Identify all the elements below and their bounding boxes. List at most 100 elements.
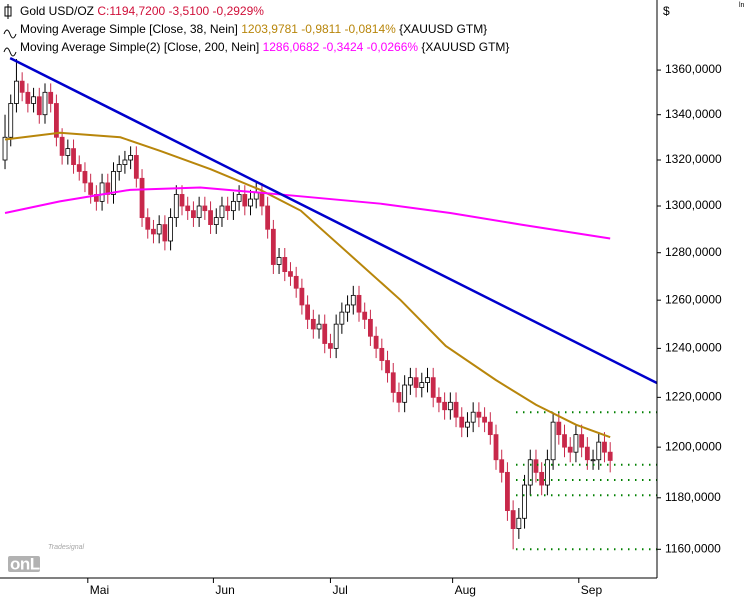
candle-body: [25, 91, 31, 104]
candle-body: [339, 311, 345, 325]
candle-body: [527, 459, 533, 486]
candle-body: [447, 401, 453, 411]
candle-body: [356, 294, 362, 313]
candle-body: [596, 441, 602, 461]
candle-body: [470, 411, 476, 423]
candle-body: [276, 257, 282, 265]
x-tick-label: Jun: [215, 583, 234, 597]
candle-body: [556, 421, 562, 436]
candle-body: [133, 155, 139, 179]
candle-body: [145, 217, 151, 230]
candle-body: [373, 335, 379, 349]
candle-body: [282, 257, 288, 273]
candle-body: [487, 421, 493, 436]
candle-body: [322, 323, 328, 344]
legend-name: Moving Average Simple [Close, 38, Nein]: [20, 22, 238, 36]
candle-body: [573, 434, 579, 453]
legend-value: 1286,0682 -0,3424 -0,0266%: [263, 40, 419, 54]
candle-body: [156, 224, 162, 235]
candle-body: [2, 136, 8, 161]
x-tick-label: Mai: [90, 583, 109, 597]
candle-body: [505, 471, 510, 511]
candle-body: [65, 148, 71, 156]
y-tick-label: 1160,0000: [665, 541, 721, 555]
y-tick-label: 1200,0000: [665, 439, 722, 453]
y-tick-label: 1220,0000: [665, 390, 722, 404]
candle-body: [425, 377, 430, 383]
candle-body: [122, 159, 128, 165]
candle-body: [453, 401, 459, 418]
legend-entry: Gold USD/OZ C:1194,7200 -3,5100 -0,2929%: [20, 4, 264, 18]
y-tick-label: 1320,0000: [665, 152, 722, 166]
candle-body: [482, 416, 487, 423]
candle-body: [350, 294, 356, 306]
candle-body: [590, 459, 596, 462]
candle-body: [99, 182, 105, 202]
candle-body: [128, 155, 134, 161]
candle-body: [499, 459, 505, 473]
scale-label: ln: [739, 2, 745, 9]
candle-body: [14, 80, 19, 104]
instrument-value: C:1194,7200 -3,5100 -0,2929%: [97, 4, 264, 18]
candle-body: [607, 451, 613, 461]
candle-body: [550, 421, 556, 461]
candle-body: [54, 103, 59, 138]
y-tick-label: 1300,0000: [665, 198, 722, 212]
legend-entry: Moving Average Simple [Close, 38, Nein] …: [20, 22, 487, 36]
candle-body: [76, 164, 82, 172]
candle-body: [185, 205, 191, 212]
candle-body: [430, 377, 436, 398]
candle-body: [162, 224, 168, 242]
candle-body: [111, 171, 116, 195]
candle-body: [390, 372, 396, 393]
candle-body: [259, 191, 265, 207]
y-tick-label: 1240,0000: [665, 341, 722, 355]
candle-body: [230, 200, 236, 212]
candle-body: [270, 228, 276, 265]
candle-body: [567, 446, 573, 453]
candle-body: [402, 384, 408, 403]
candle-body: [436, 396, 442, 403]
candle-body: [288, 271, 293, 277]
candle-body: [305, 304, 311, 320]
candle-body: [88, 182, 94, 195]
candle-body: [516, 517, 522, 529]
candle-body: [345, 304, 350, 313]
candle-body: [602, 441, 607, 453]
candle-body: [42, 91, 48, 116]
candle-body: [71, 148, 76, 165]
legend-symbol: {XAUUSD GTM}: [421, 40, 509, 54]
y-tick-label: 1360,0000: [665, 62, 722, 76]
candle-body: [168, 217, 173, 242]
candle-body: [59, 136, 65, 156]
candle-body: [208, 210, 213, 226]
candle-body: [179, 194, 185, 207]
candle-body: [151, 228, 156, 235]
line-icon: [3, 47, 17, 57]
candle-body: [368, 318, 373, 337]
logo-text: onLine: [10, 554, 63, 573]
x-tick-label: Aug: [455, 583, 476, 597]
axes: 1160,0000 1180,0000 1200,0000 1220,0000 1240…: [87, 62, 722, 597]
candle-body: [299, 287, 305, 306]
moving-average-line: [4, 131, 611, 439]
logo: onLine Tradesignal: [8, 544, 85, 573]
candle-body: [362, 311, 368, 320]
candle-body: [8, 103, 14, 138]
candle-body: [579, 434, 585, 448]
legend-value: 1203,9781 -0,9811 -0,0814%: [241, 22, 396, 36]
candle-body: [219, 205, 225, 219]
currency-label: $: [663, 4, 670, 18]
candle-body: [236, 194, 242, 202]
candle-body: [493, 434, 499, 461]
legend-symbol: {XAUUSD GTM}: [399, 22, 487, 36]
candle-body: [316, 323, 322, 330]
candle-body: [328, 343, 333, 349]
legend-entry: Moving Average Simple(2) [Close, 200, Ne…: [20, 40, 509, 54]
candle-body: [539, 471, 545, 486]
candle-body: [82, 171, 88, 184]
instrument-name: Gold USD/OZ: [20, 4, 94, 18]
candle-body: [333, 323, 339, 349]
